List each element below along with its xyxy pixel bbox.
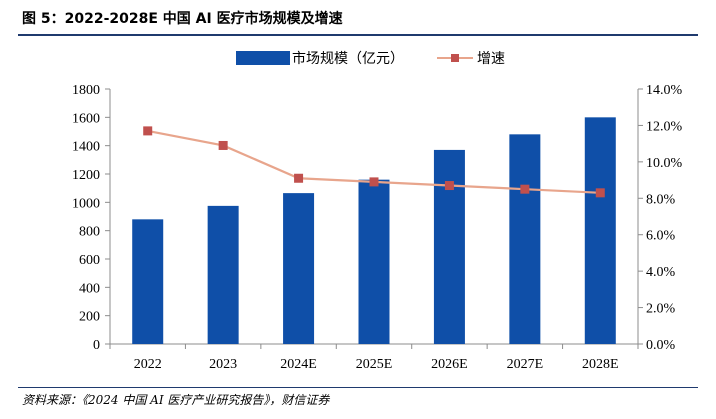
right-axis-tick-label: 0.0%	[646, 338, 676, 353]
x-axis-tick-label: 2023	[209, 357, 237, 372]
bar	[584, 117, 616, 344]
left-axis-tick-label: 800	[79, 225, 100, 240]
growth-point	[218, 140, 228, 150]
source-rule	[18, 387, 698, 388]
growth-point	[520, 184, 530, 194]
left-axis-tick-labels: 0 200 400 600 800 1000 1200 1400 1600 1800	[72, 83, 100, 353]
figure-title: 图 5：2022-2028E 中国 AI 医疗市场规模及增速	[22, 11, 343, 27]
title-rule	[18, 34, 698, 36]
x-axis-tick-label: 2027E	[507, 357, 544, 372]
left-axis-tick-label: 1800	[72, 83, 100, 98]
bar	[132, 219, 164, 344]
legend-bar-label: 市场规模（亿元）	[292, 50, 404, 67]
bar	[509, 134, 541, 344]
left-axis-tick-label: 1200	[72, 168, 100, 183]
x-axis-tick-label: 2028E	[582, 357, 619, 372]
left-axis-tick-label: 400	[79, 281, 100, 296]
left-axis-tick-label: 200	[79, 310, 100, 325]
x-axis-tick-label: 2026E	[431, 357, 468, 372]
growth-line-series	[143, 126, 605, 198]
right-axis-tick-label: 10.0%	[646, 156, 683, 171]
growth-point	[143, 126, 153, 136]
x-axis-tick-label: 2022	[134, 357, 162, 372]
growth-point	[595, 188, 605, 198]
legend-line-marker	[451, 54, 459, 62]
right-axis-tick-label: 12.0%	[646, 119, 683, 134]
bar	[358, 179, 390, 344]
right-axis-tick-label: 14.0%	[646, 83, 683, 98]
x-axis-tick-label: 2025E	[356, 357, 393, 372]
left-axis-tick-label: 0	[93, 338, 100, 353]
bar-series	[132, 117, 616, 344]
left-axis-tick-label: 1000	[72, 196, 100, 211]
legend-bar-swatch	[236, 51, 290, 65]
x-axis-tick-labels: 2022 2023 2024E 2025E 2026E 2027E 2028E	[134, 357, 619, 372]
bar	[207, 205, 239, 344]
bar	[283, 193, 315, 344]
right-axis-tick-labels: 0.0% 2.0% 4.0% 6.0% 8.0% 10.0% 12.0% 14.0%	[646, 83, 683, 353]
legend-line-label: 增速	[477, 51, 505, 67]
left-axis-tick-label: 1400	[72, 140, 100, 155]
x-axis-tick-label: 2024E	[280, 357, 317, 372]
bar	[433, 149, 465, 344]
growth-point	[444, 181, 454, 191]
source-note: 资料来源：《2024 中国 AI 医疗产业研究报告》，财信证券	[22, 393, 330, 407]
right-axis-tick-label: 8.0%	[646, 192, 676, 207]
right-axis-tick-label: 4.0%	[646, 265, 676, 280]
left-axis-tick-label: 1600	[72, 111, 100, 126]
legend: 市场规模（亿元） 增速	[236, 50, 505, 67]
growth-point	[294, 173, 304, 183]
growth-point	[369, 177, 379, 187]
left-axis-tick-label: 600	[79, 253, 100, 268]
right-axis-tick-label: 2.0%	[646, 302, 676, 317]
right-axis-tick-label: 6.0%	[646, 229, 676, 244]
